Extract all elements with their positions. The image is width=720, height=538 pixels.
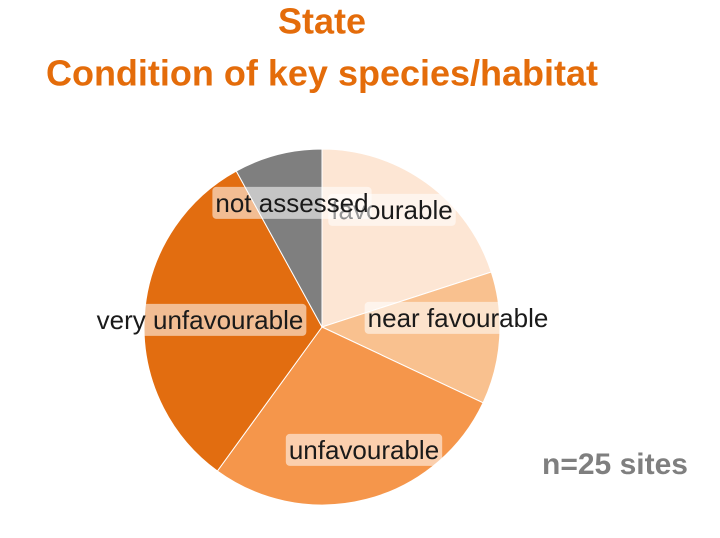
slice-label: near favourable (368, 303, 549, 333)
slice-label: unfavourable (289, 435, 439, 465)
chart-subtitle: Condition of key species/habitat (46, 53, 598, 94)
label-background (285, 433, 443, 466)
label-background (93, 303, 307, 336)
label-background (364, 301, 552, 334)
chart-title: State (278, 1, 366, 42)
slice-label: very unfavourable (97, 305, 304, 335)
slice-label: not assessed (215, 188, 368, 218)
label-background (212, 186, 372, 219)
annotation: n=25 sites (542, 448, 688, 481)
